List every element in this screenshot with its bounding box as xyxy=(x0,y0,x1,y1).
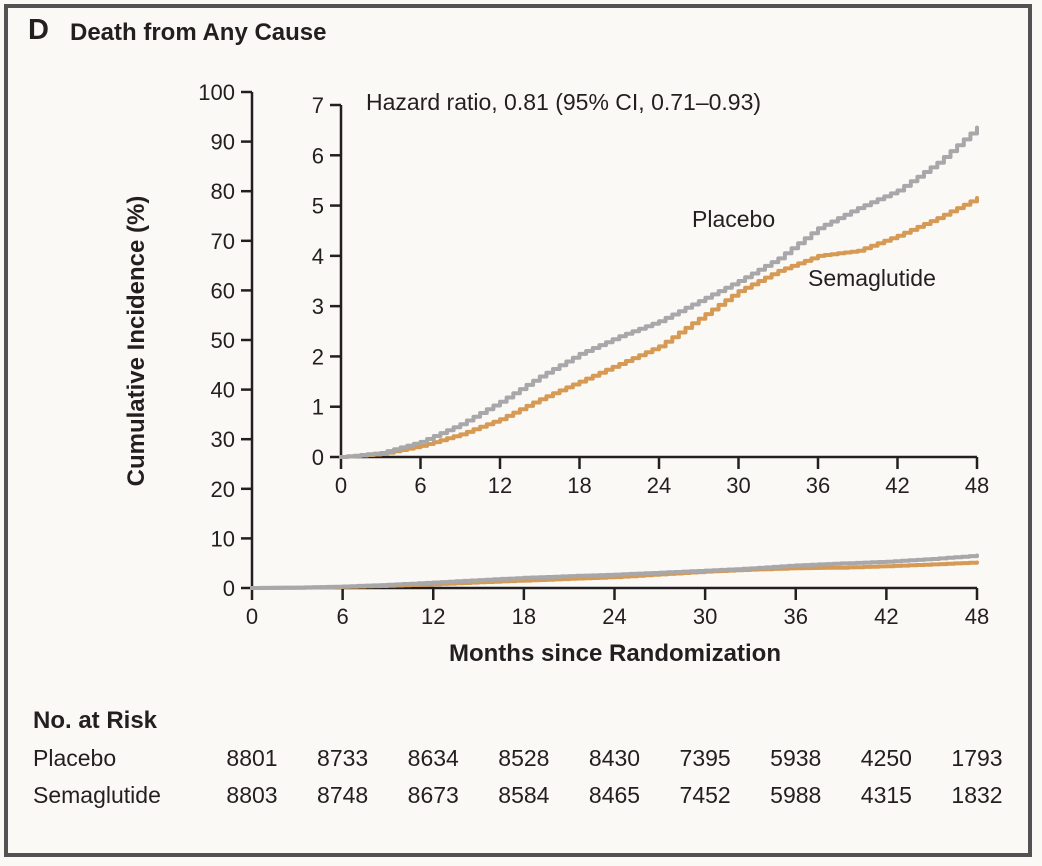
risk-count: 1832 xyxy=(951,782,1003,808)
risk-row-label: Semaglutide xyxy=(33,782,161,808)
panel-title: Death from Any Cause xyxy=(70,19,327,46)
semaglutide-curve-label: Semaglutide xyxy=(808,265,936,291)
risk-table-heading: No. at Risk xyxy=(33,707,158,734)
placebo-curve-label: Placebo xyxy=(692,206,776,232)
risk-count: 5988 xyxy=(770,782,822,808)
risk-count: 4250 xyxy=(860,745,912,771)
risk-count: 8748 xyxy=(317,782,369,808)
risk-count: 8673 xyxy=(407,782,459,808)
risk-count: 1793 xyxy=(951,745,1003,771)
risk-row-placebo: Placebo 8801 8733 8634 8528 8430 7395 5938 4250 1… xyxy=(0,745,1042,777)
risk-count: 8584 xyxy=(498,782,550,808)
risk-row-semaglutide: Semaglutide 8803 8748 8673 8584 8465 7452 5988 4… xyxy=(0,782,1042,814)
risk-count: 8430 xyxy=(588,745,641,771)
y-axis-title: Cumulative Incidence (%) xyxy=(123,195,150,487)
risk-count: 8801 xyxy=(226,745,278,771)
x-axis-title: Months since Randomization xyxy=(448,640,781,667)
risk-count: 8465 xyxy=(588,782,641,808)
risk-count: 8634 xyxy=(407,745,459,771)
panel-border xyxy=(4,4,1032,857)
risk-count: 8733 xyxy=(317,745,369,771)
risk-count: 7395 xyxy=(679,745,731,771)
risk-count: 8528 xyxy=(498,745,550,771)
risk-row-label: Placebo xyxy=(33,745,117,771)
panel-letter: D xyxy=(28,14,50,46)
risk-count: 8803 xyxy=(226,782,278,808)
hazard-ratio-annotation: Hazard ratio, 0.81 (95% CI, 0.71–0.93) xyxy=(366,89,762,115)
risk-count: 4315 xyxy=(860,782,912,808)
risk-count: 7452 xyxy=(679,782,731,808)
risk-count: 5938 xyxy=(770,745,822,771)
